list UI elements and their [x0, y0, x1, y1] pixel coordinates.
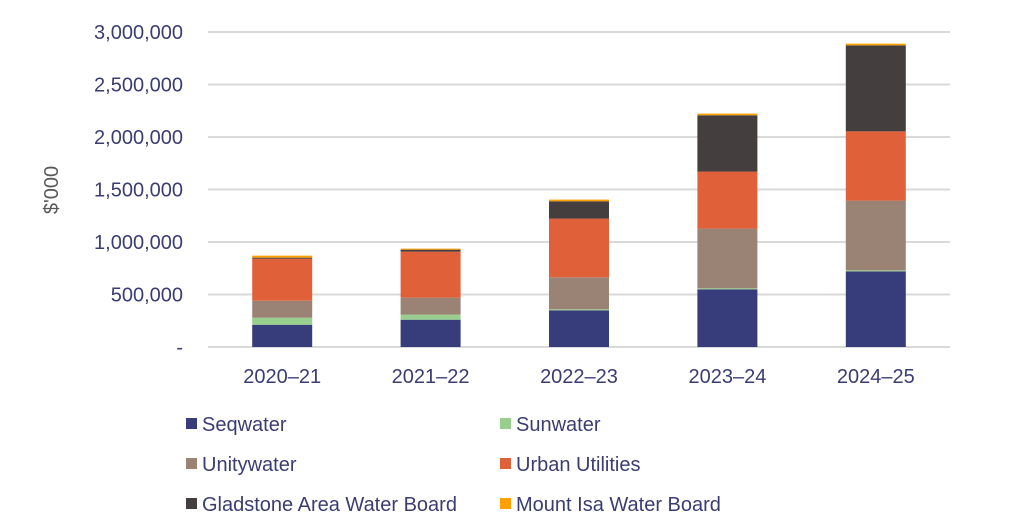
- bars: [252, 43, 906, 347]
- bar-segment-seqwater: [400, 319, 461, 347]
- legend-label: Gladstone Area Water Board: [202, 494, 457, 516]
- bar-segment-mount-isa-water-board: [252, 255, 313, 258]
- y-tick-label: 500,000: [111, 285, 183, 307]
- x-axis-ticks: 2020–21 2021–22 2022–23 2023–24 2024–25: [243, 366, 914, 388]
- legend-swatch: [500, 498, 511, 509]
- bar-segment-mount-isa-water-board: [845, 43, 906, 46]
- legend-label: Urban Utilities: [516, 454, 640, 476]
- bar-segment-unitywater: [400, 297, 461, 315]
- bar-segment-sunwater: [549, 309, 609, 311]
- bar-segment-mount-isa-water-board: [400, 248, 461, 250]
- y-axis-title: $'000: [41, 166, 63, 214]
- bar-segment-seqwater: [549, 310, 609, 347]
- legend-label: Mount Isa Water Board: [516, 494, 721, 516]
- y-tick-label: 1,500,000: [94, 180, 183, 202]
- legend-label: Seqwater: [202, 414, 287, 436]
- legend: Seqwater Sunwater Unitywater Urban Utilitie…: [186, 414, 721, 516]
- legend-label: Unitywater: [202, 454, 297, 476]
- legend-swatch: [186, 498, 197, 509]
- bar-segment-seqwater: [845, 271, 906, 347]
- bar-segment-seqwater: [697, 289, 758, 347]
- legend-item: Urban Utilities: [500, 454, 640, 476]
- y-tick-label: 2,000,000: [94, 127, 183, 149]
- bar-segment-urban-utilities: [697, 171, 758, 229]
- bar-segment-urban-utilities: [252, 258, 313, 301]
- y-tick-label: 2,500,000: [94, 75, 183, 97]
- y-tick-label: 1,000,000: [94, 232, 183, 254]
- bar-segment-gladstone-area-water-board: [252, 257, 313, 259]
- legend-swatch: [500, 418, 511, 429]
- bar-segment-sunwater: [697, 288, 758, 290]
- y-tick-label: 3,000,000: [94, 22, 183, 44]
- bar-segment-gladstone-area-water-board: [400, 249, 461, 252]
- y-axis-ticks: - 500,000 1,000,000 1,500,000 2,000,000 2,500…: [94, 22, 183, 359]
- legend-item: Mount Isa Water Board: [500, 494, 721, 516]
- x-tick-label: 2022–23: [540, 366, 618, 388]
- x-tick-label: 2023–24: [688, 366, 766, 388]
- x-tick-label: 2024–25: [837, 366, 915, 388]
- x-tick-label: 2021–22: [392, 366, 470, 388]
- bar-segment-unitywater: [252, 300, 313, 318]
- legend-label: Sunwater: [516, 414, 601, 436]
- bar-segment-sunwater: [400, 314, 461, 320]
- bar-segment-gladstone-area-water-board: [845, 45, 906, 132]
- bar-segment-sunwater: [252, 317, 313, 325]
- bar-segment-gladstone-area-water-board: [549, 201, 609, 219]
- legend-item: Seqwater: [186, 414, 287, 436]
- bar-segment-gladstone-area-water-board: [697, 115, 758, 172]
- bar-segment-seqwater: [252, 324, 313, 347]
- bar-segment-sunwater: [845, 270, 906, 272]
- legend-item: Sunwater: [500, 414, 601, 436]
- bar-segment-mount-isa-water-board: [549, 199, 609, 202]
- bar-segment-unitywater: [549, 277, 609, 310]
- bar-segment-urban-utilities: [400, 251, 461, 298]
- legend-swatch: [186, 418, 197, 429]
- bar-segment-unitywater: [845, 200, 906, 271]
- y-tick-label: -: [176, 337, 183, 359]
- x-tick-label: 2020–21: [243, 366, 321, 388]
- legend-swatch: [186, 458, 197, 469]
- legend-swatch: [500, 458, 511, 469]
- bar-segment-unitywater: [697, 228, 758, 289]
- bar-segment-urban-utilities: [845, 131, 906, 201]
- bar-segment-mount-isa-water-board: [697, 113, 758, 116]
- legend-item: Gladstone Area Water Board: [186, 494, 457, 516]
- legend-item: Unitywater: [186, 454, 297, 476]
- bar-segment-urban-utilities: [549, 218, 609, 278]
